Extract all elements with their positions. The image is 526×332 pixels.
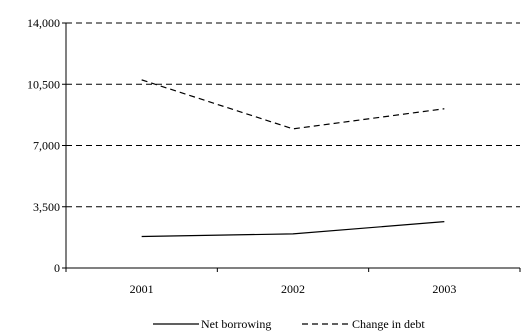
x-tick-label: 2001 — [130, 282, 154, 296]
x-tick-label: 2003 — [432, 282, 456, 296]
gridlines — [66, 22, 520, 208]
y-tick-label: 3,500 — [33, 200, 60, 214]
series-lines — [141, 79, 445, 238]
y-axis-ticks: 0 3,500 7,000 10,500 14,000 — [27, 16, 66, 275]
y-tick-label: 7,000 — [33, 139, 60, 153]
legend: Net borrowing Change in debt — [153, 317, 425, 331]
y-tick-label: 0 — [54, 261, 60, 275]
legend-label-change-in-debt: Change in debt — [352, 317, 425, 331]
y-tick-label: 10,500 — [27, 77, 60, 91]
legend-label-net-borrowing: Net borrowing — [201, 317, 271, 331]
y-tick-label: 14,000 — [27, 16, 60, 30]
change-in-debt-line — [141, 79, 445, 130]
net-borrowing-line — [141, 221, 445, 238]
x-axis-ticks: 2001 2002 2003 — [65, 268, 521, 296]
x-tick-label: 2002 — [281, 282, 305, 296]
